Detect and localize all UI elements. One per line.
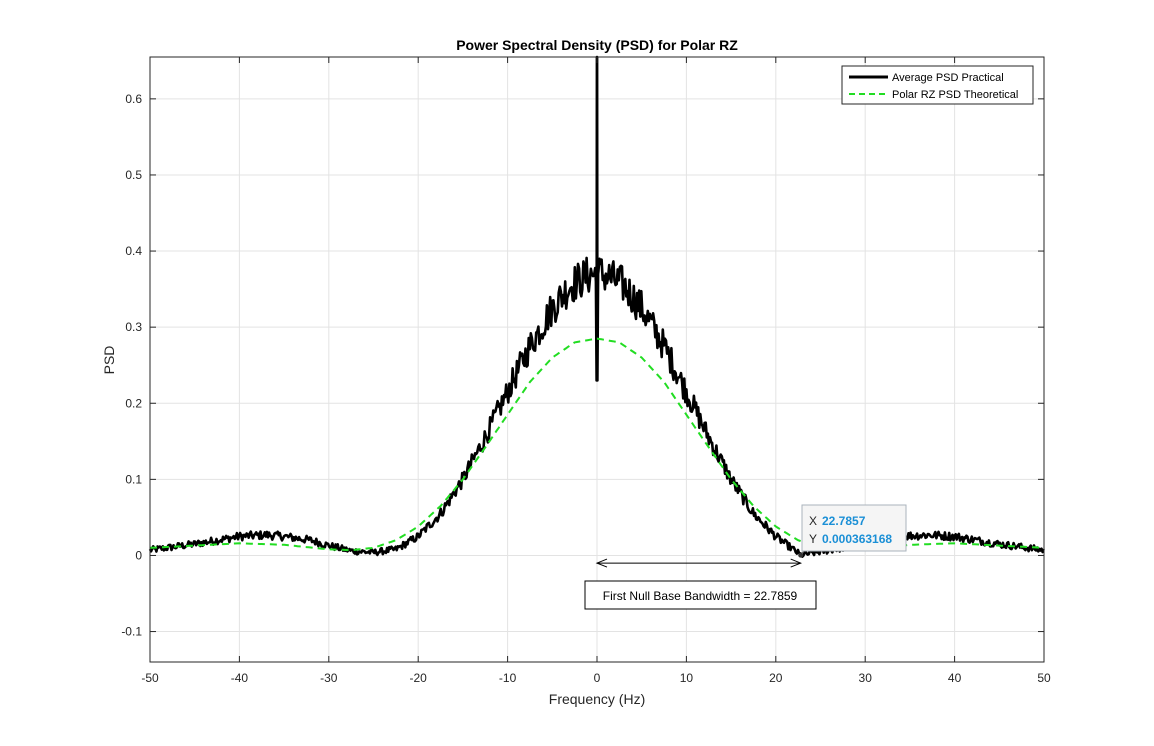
y-axis-label: PSD — [101, 346, 117, 375]
x-tick-label: 50 — [1037, 671, 1051, 685]
bandwidth-annotation: First Null Base Bandwidth = 22.7859 — [584, 558, 817, 610]
legend[interactable]: Average PSD Practical Polar RZ PSD Theor… — [841, 65, 1034, 105]
y-tick-label: 0.6 — [125, 92, 142, 106]
bandwidth-label: First Null Base Bandwidth = 22.7859 — [603, 589, 798, 603]
y-tick-label: 0.2 — [125, 396, 142, 410]
y-tick-label: 0.4 — [125, 244, 142, 258]
x-tick-label: -20 — [410, 671, 428, 685]
datatip-y-value: 0.000363168 — [822, 532, 892, 546]
chart-title: Power Spectral Density (PSD) for Polar R… — [456, 37, 738, 53]
x-tick-label: 10 — [680, 671, 694, 685]
x-tick-label: -30 — [320, 671, 338, 685]
legend-label-theoretical: Polar RZ PSD Theoretical — [892, 89, 1018, 101]
y-tick-label: 0 — [135, 548, 142, 562]
datatip-box — [801, 504, 907, 552]
bandwidth-label-box — [584, 580, 817, 610]
y-tick-label: 0.3 — [125, 320, 142, 334]
x-tick-label: 0 — [594, 671, 601, 685]
datatip-marker[interactable] — [798, 552, 804, 558]
x-tick-label: 30 — [859, 671, 873, 685]
y-tick-label: 0.5 — [125, 168, 142, 182]
x-tick-label: -50 — [141, 671, 159, 685]
bandwidth-arrowhead-left — [595, 558, 608, 568]
datatip-x-label: X — [809, 514, 817, 528]
x-tick-label: -40 — [231, 671, 249, 685]
x-tick-label: 40 — [948, 671, 962, 685]
datatip-x-value: 22.7857 — [822, 514, 866, 528]
x-tick-label: 20 — [769, 671, 783, 685]
legend-box — [841, 65, 1034, 105]
x-tick-label: -10 — [499, 671, 517, 685]
axis-ticks: -50 -40 -30 -20 -10 0 10 20 30 40 50 -0.1 0 0.1 0.2 0.3… — [121, 57, 1051, 685]
y-tick-label: 0.1 — [125, 472, 142, 486]
legend-label-practical: Average PSD Practical — [892, 72, 1004, 84]
datatip[interactable]: X 22.7857 Y 0.000363168 — [798, 504, 907, 558]
datatip-y-label: Y — [809, 532, 817, 546]
y-tick-label: -0.1 — [121, 625, 142, 639]
bandwidth-arrowhead-right — [790, 558, 803, 568]
x-axis-label: Frequency (Hz) — [549, 691, 645, 707]
